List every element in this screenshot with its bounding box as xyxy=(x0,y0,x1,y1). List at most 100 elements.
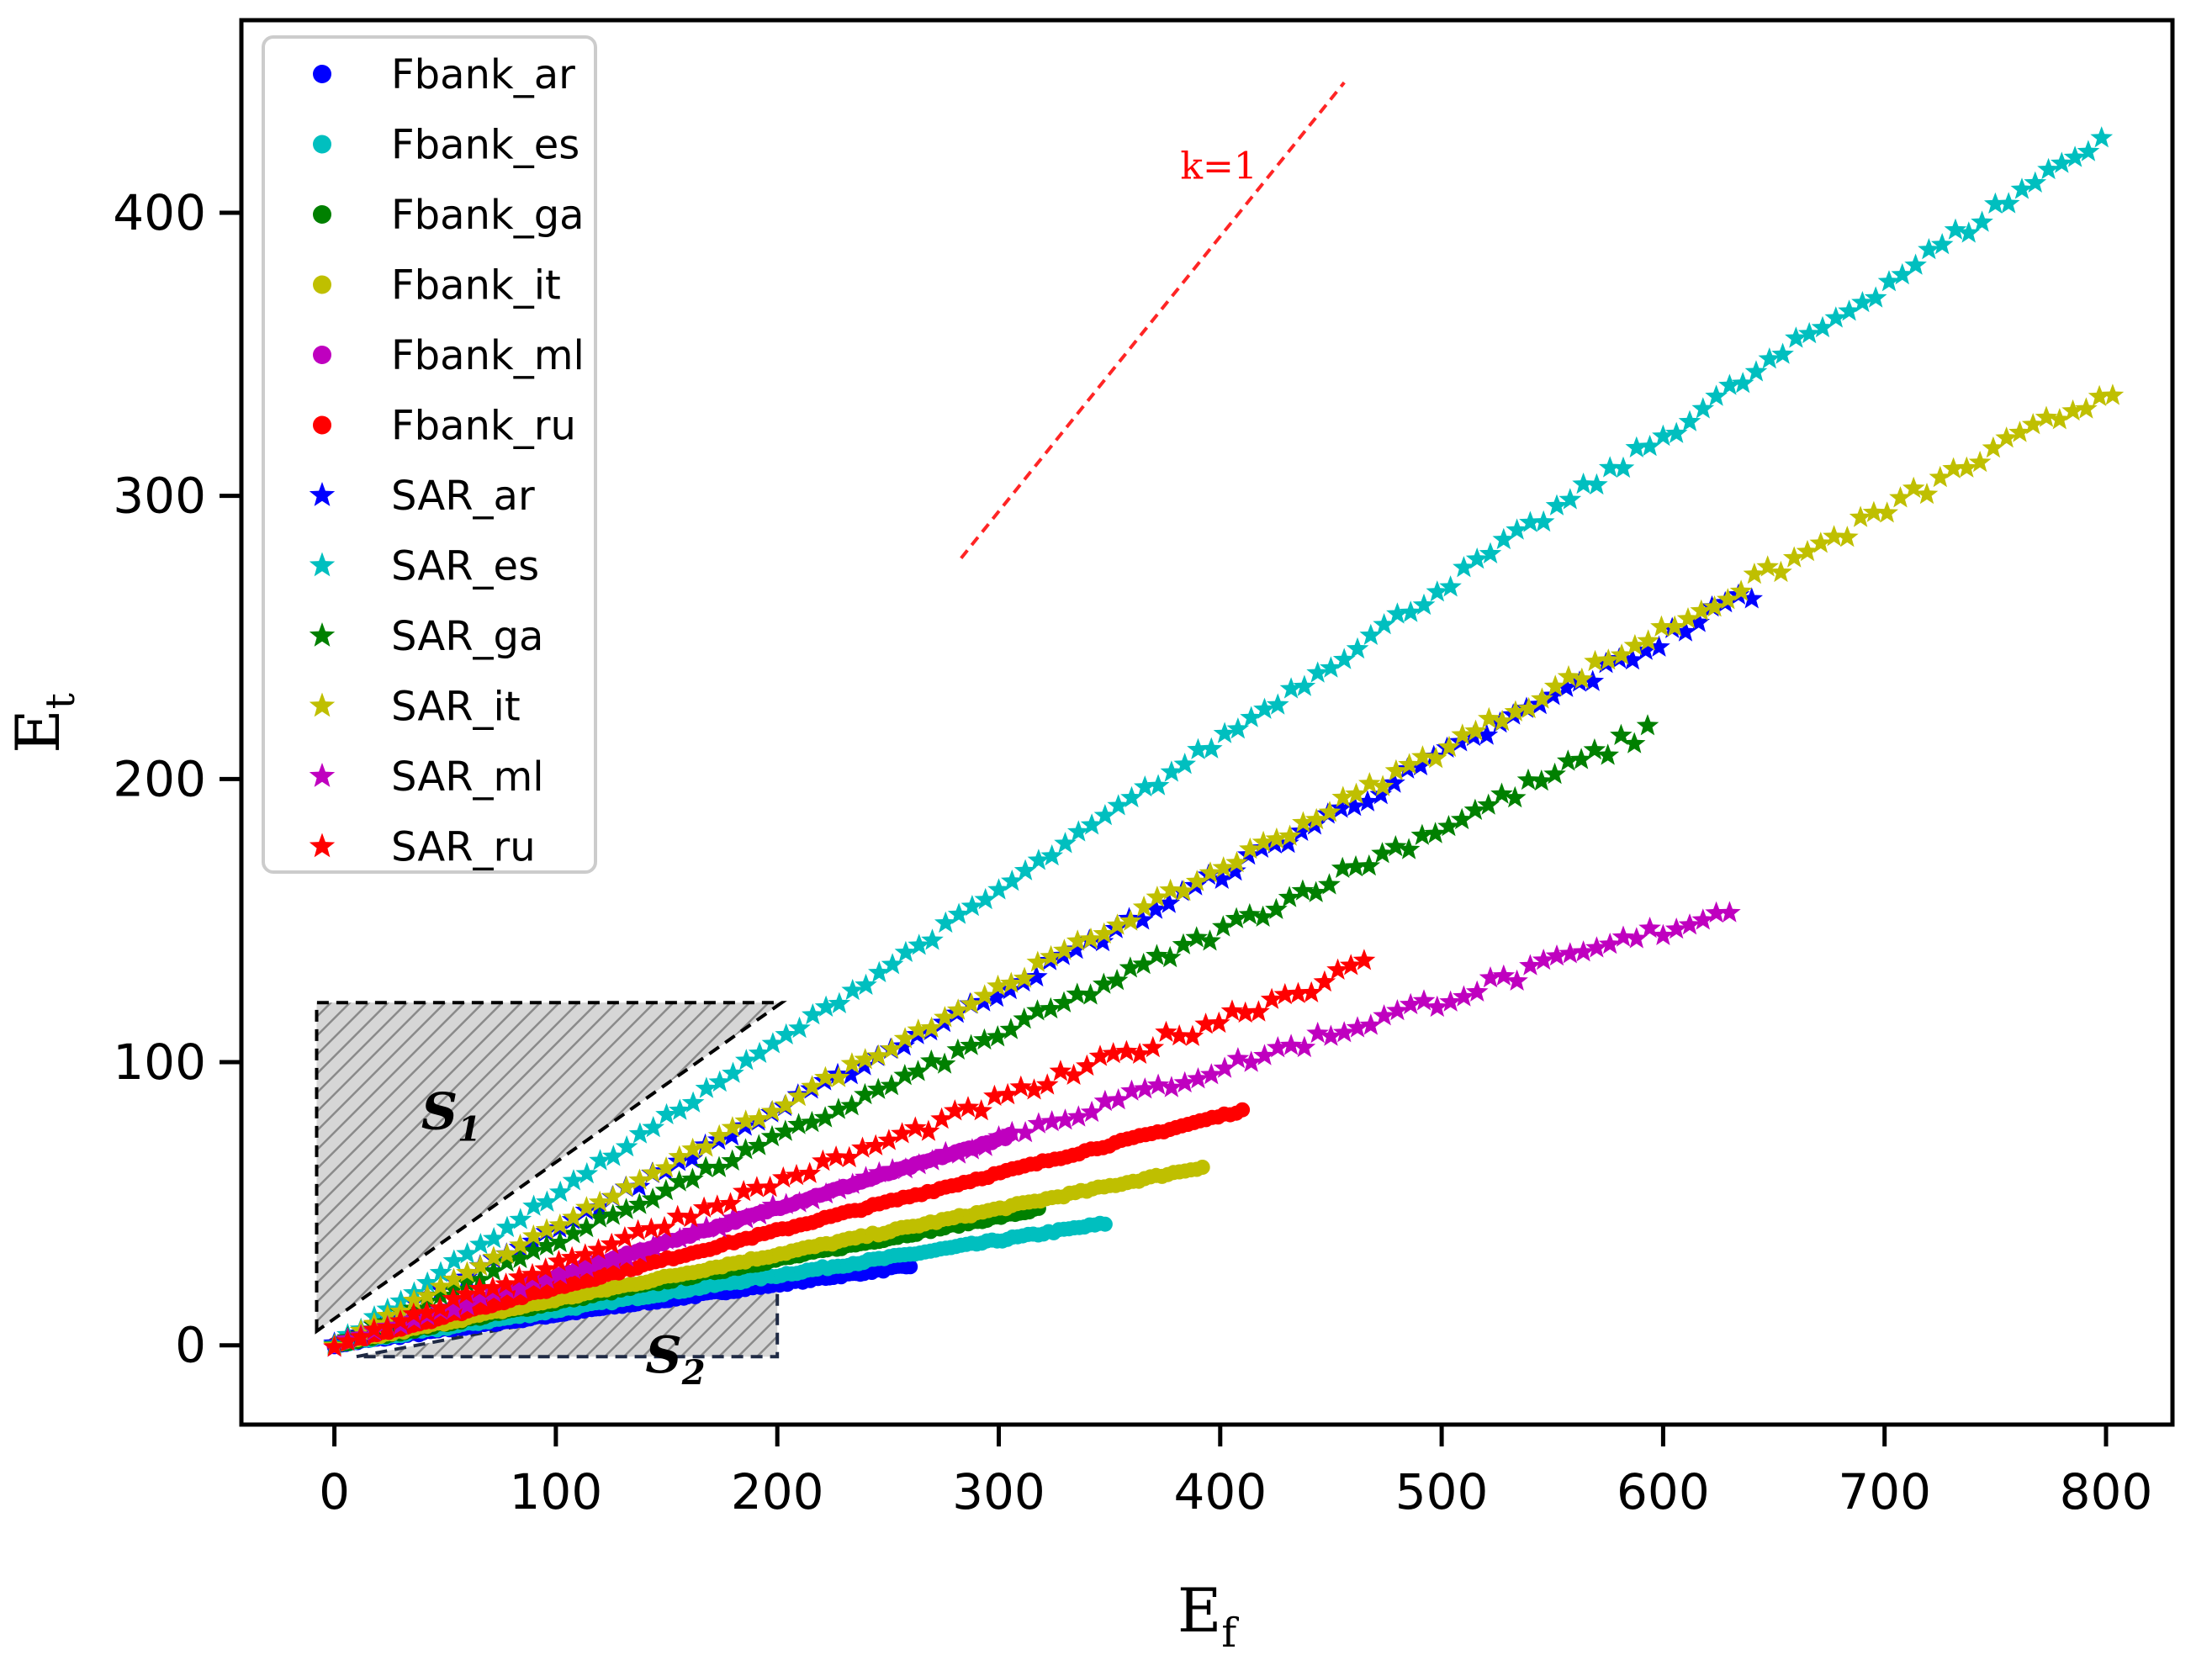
point xyxy=(1013,1121,1037,1143)
point xyxy=(1279,677,1303,699)
x-axis: 0 100 200 300 400 500 600 700 800 xyxy=(319,1425,2152,1520)
point xyxy=(1740,587,1763,609)
point xyxy=(801,1110,823,1133)
point xyxy=(1971,210,1993,232)
point xyxy=(1240,706,1262,727)
point xyxy=(854,1082,876,1105)
point xyxy=(1212,915,1235,937)
point xyxy=(1569,748,1593,769)
point xyxy=(1517,696,1540,718)
point xyxy=(1477,793,1500,815)
point xyxy=(1877,270,1901,292)
point xyxy=(721,1116,744,1138)
point xyxy=(456,1271,479,1293)
point xyxy=(1200,737,1223,759)
point xyxy=(1146,1073,1170,1095)
point xyxy=(1623,633,1647,656)
x-tick-label: 100 xyxy=(510,1463,603,1520)
point xyxy=(694,1155,717,1177)
point xyxy=(788,1016,811,1039)
point xyxy=(615,1175,638,1198)
point xyxy=(1253,1044,1276,1065)
point xyxy=(880,1074,903,1096)
point xyxy=(1001,870,1024,891)
legend-marker xyxy=(309,692,336,717)
legend-label: SAR_ml xyxy=(391,753,544,801)
legend-marker xyxy=(309,622,336,647)
point xyxy=(1598,456,1622,478)
point xyxy=(908,933,930,955)
point xyxy=(787,1113,810,1134)
point xyxy=(1226,717,1250,739)
point xyxy=(1995,426,2018,448)
region-s1-area xyxy=(315,1001,787,1335)
point xyxy=(907,1018,930,1040)
point xyxy=(1557,749,1580,771)
point xyxy=(1622,732,1646,753)
point xyxy=(748,1107,770,1129)
point xyxy=(680,1146,704,1169)
point xyxy=(362,1318,385,1340)
region-label-sub: 2 xyxy=(681,1353,706,1393)
point xyxy=(562,1257,585,1280)
legend-item-SAR_ml: SAR_ml xyxy=(309,753,544,801)
x-tick-label: 600 xyxy=(1617,1463,1710,1520)
point xyxy=(2037,157,2060,180)
point xyxy=(1001,1120,1024,1142)
point xyxy=(735,1049,758,1071)
point xyxy=(615,1134,638,1157)
point xyxy=(468,1254,492,1277)
point xyxy=(1862,500,1886,522)
point xyxy=(588,1190,611,1213)
legend-marker xyxy=(313,346,331,364)
point xyxy=(814,1065,837,1087)
region-label-main: S xyxy=(645,1326,681,1385)
point xyxy=(1167,1023,1191,1046)
point xyxy=(2063,145,2087,167)
point xyxy=(1554,675,1578,697)
point xyxy=(601,1185,625,1207)
series-SAR_es xyxy=(323,126,2114,1355)
point xyxy=(802,1003,824,1025)
point xyxy=(1093,1089,1117,1112)
y-axis: 0 100 200 300 400 xyxy=(113,184,241,1374)
point xyxy=(1025,965,1048,987)
point xyxy=(1849,505,1872,527)
point xyxy=(2010,177,2034,199)
point xyxy=(1955,456,1978,478)
point xyxy=(787,1084,811,1107)
point xyxy=(1386,602,1409,624)
point xyxy=(1208,1011,1230,1034)
point xyxy=(1584,649,1606,672)
legend-item-SAR_ga: SAR_ga xyxy=(309,613,543,660)
point xyxy=(1851,291,1874,313)
point xyxy=(761,1099,784,1122)
point xyxy=(1225,851,1248,873)
point xyxy=(323,1335,346,1357)
point xyxy=(1797,321,1821,344)
point xyxy=(1411,745,1434,767)
point xyxy=(1079,983,1102,1005)
point xyxy=(1545,494,1569,516)
point xyxy=(933,1052,956,1074)
point xyxy=(1212,856,1236,878)
point xyxy=(1247,1000,1270,1022)
legend-item-SAR_it: SAR_it xyxy=(309,684,521,731)
point xyxy=(1492,527,1516,550)
point xyxy=(1318,801,1341,822)
point xyxy=(920,1049,943,1071)
point xyxy=(1531,687,1553,709)
point xyxy=(654,1178,678,1201)
point xyxy=(1009,1075,1033,1097)
point xyxy=(2021,413,2045,435)
point xyxy=(1234,1001,1257,1023)
point xyxy=(775,1023,797,1044)
point xyxy=(1944,218,1967,240)
point xyxy=(1705,901,1728,923)
point xyxy=(748,1134,770,1155)
point xyxy=(1330,796,1352,818)
point xyxy=(666,1204,689,1226)
point xyxy=(1344,854,1368,877)
point xyxy=(429,1261,452,1282)
point xyxy=(1864,286,1887,308)
